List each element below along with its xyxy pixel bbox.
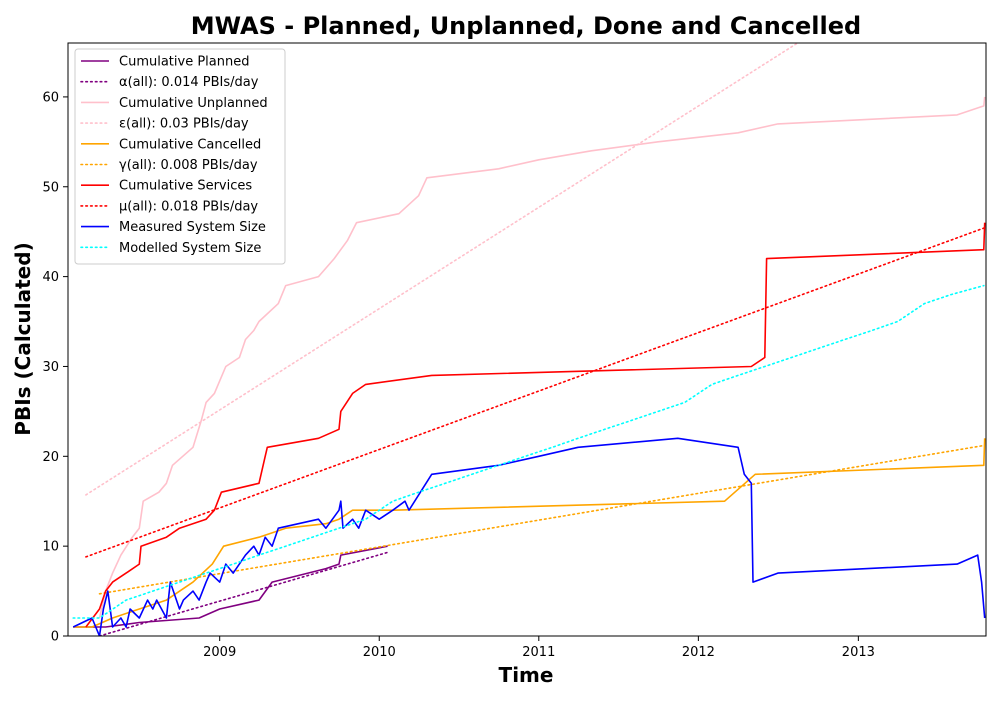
chart-title: MWAS - Planned, Unplanned, Done and Canc…	[191, 12, 861, 40]
legend-label-all-0-018-pbis-day: μ(all): 0.018 PBIs/day	[119, 199, 258, 214]
axes-layer: 2009 2010 2011 2012 2013 0 10 20 30 40 50 60	[42, 42, 987, 660]
series-line-all-0-008-pbis-day	[98, 444, 985, 595]
y-tick-label: 50	[42, 180, 59, 195]
series-line-cumulative-services	[85, 222, 986, 628]
series-line-all-0-018-pbis-day	[85, 227, 985, 558]
y-tick-label: 20	[42, 450, 59, 465]
series-line-modelled-system-size	[72, 284, 985, 619]
legend-box	[74, 48, 286, 265]
series-layer	[72, 43, 986, 636]
legend-label-cumulative-unplanned: Cumulative Unplanned	[119, 96, 268, 111]
legend-label-all-0-03-pbis-day: ε(all): 0.03 PBIs/day	[119, 117, 249, 132]
y-tick-label: 0	[51, 630, 59, 645]
x-tick-label: 2013	[842, 645, 875, 660]
legend: Cumulative Planned α(all): 0.014 PBIs/day…	[74, 48, 286, 265]
legend-label-cumulative-services: Cumulative Services	[119, 179, 252, 194]
legend-label-all-0-008-pbis-day: γ(all): 0.008 PBIs/day	[119, 158, 258, 173]
y-tick-label: 40	[42, 270, 59, 285]
x-tick-label: 2012	[682, 645, 715, 660]
y-axis-label: PBIs (Calculated)	[11, 242, 35, 435]
y-tick-label: 30	[42, 360, 59, 375]
x-tick-label: 2009	[203, 645, 236, 660]
plot-frame	[67, 42, 987, 637]
y-tick-label: 60	[42, 90, 59, 105]
x-tick-label: 2011	[522, 645, 555, 660]
series-line-cumulative-unplanned	[98, 96, 986, 619]
legend-label-cumulative-planned: Cumulative Planned	[119, 55, 249, 70]
series-line-measured-system-size	[72, 437, 986, 636]
series-line-all-0-03-pbis-day	[85, 43, 799, 496]
series-line-cumulative-planned	[73, 545, 388, 628]
legend-label-measured-system-size: Measured System Size	[119, 220, 266, 235]
series-line-all-0-014-pbis-day	[98, 551, 389, 636]
y-tick-label: 10	[42, 540, 59, 555]
x-axis-label: Time	[499, 663, 554, 687]
legend-label-modelled-system-size: Modelled System Size	[119, 241, 261, 256]
legend-label-cumulative-cancelled: Cumulative Cancelled	[119, 137, 261, 152]
legend-label-all-0-014-pbis-day: α(all): 0.014 PBIs/day	[119, 75, 259, 90]
x-tick-label: 2010	[363, 645, 396, 660]
series-line-cumulative-cancelled	[73, 438, 986, 628]
